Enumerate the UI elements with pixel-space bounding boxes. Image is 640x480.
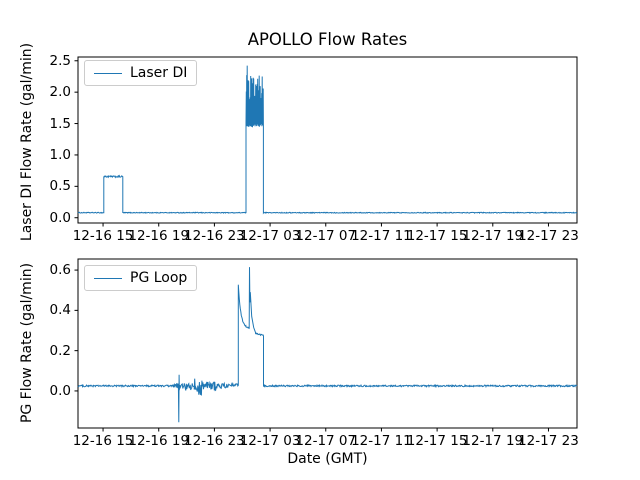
axes-frame <box>77 258 578 429</box>
y-tick-label: 0.0 <box>49 209 71 226</box>
x-tick-label: 12-17 15 <box>406 433 468 449</box>
legend-label: Laser DI <box>130 65 188 81</box>
y-tick-label: 0.0 <box>49 382 71 399</box>
x-tick-label: 12-17 11 <box>351 228 412 244</box>
legend-label: PG Loop <box>130 270 188 286</box>
series-line-laser-di <box>77 65 578 215</box>
x-tick-label: 12-17 03 <box>239 433 301 449</box>
y-tick-label: 2.0 <box>49 84 71 101</box>
legend-line-sample-icon <box>94 277 122 279</box>
x-tick-label: 12-16 23 <box>184 433 245 449</box>
axes-frame <box>77 56 578 224</box>
y-tick-label: 2.5 <box>49 52 71 69</box>
x-tick-label: 12-17 11 <box>351 433 412 449</box>
x-tick-label: 12-17 23 <box>518 433 579 449</box>
x-tick-label: 12-17 19 <box>462 228 524 244</box>
y-tick-label: 1.0 <box>49 146 71 163</box>
x-tick-label: 12-16 15 <box>72 433 134 449</box>
x-tick-label: 12-16 15 <box>72 228 134 244</box>
y-tick-label: 0.2 <box>49 342 71 359</box>
x-tick-label: 12-17 07 <box>295 433 357 449</box>
y-tick-label: 0.4 <box>49 302 71 319</box>
x-tick-label: 12-16 23 <box>184 228 245 244</box>
x-tick-label: 12-16 19 <box>128 433 190 449</box>
legend-pg-loop: PG Loop <box>84 265 198 291</box>
legend-laser-di: Laser DI <box>84 60 198 86</box>
y-tick-label: 0.6 <box>49 262 71 279</box>
legend-line-sample-icon <box>94 72 122 74</box>
x-axis-label: Date (GMT) <box>287 451 368 467</box>
y-tick-label: 0.5 <box>49 178 71 195</box>
x-tick-label: 12-17 03 <box>239 228 301 244</box>
x-tick-label: 12-17 07 <box>295 228 357 244</box>
y-tick-label: 1.5 <box>49 115 71 132</box>
x-tick-label: 12-16 19 <box>128 228 190 244</box>
series-line-pg-loop <box>77 267 578 423</box>
x-tick-label: 12-17 23 <box>518 228 579 244</box>
x-tick-label: 12-17 15 <box>406 228 468 244</box>
x-tick-label: 12-17 19 <box>462 433 524 449</box>
figure-title: APOLLO Flow Rates <box>247 30 408 49</box>
